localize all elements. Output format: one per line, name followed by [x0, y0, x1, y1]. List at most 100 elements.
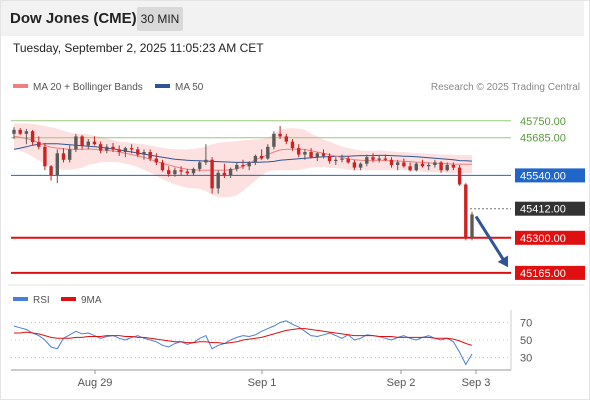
candle-body: [105, 146, 109, 151]
level-label-box: [515, 230, 585, 245]
candle-body: [445, 165, 449, 171]
legend-ma50-label: MA 50: [175, 82, 204, 93]
candle-body: [68, 149, 72, 160]
candle-body: [297, 148, 301, 155]
candle-body: [24, 131, 29, 134]
legend-ma50-swatch: [155, 84, 170, 88]
candle-body: [216, 172, 220, 189]
candle-body: [154, 158, 158, 163]
candle-body: [290, 141, 295, 149]
candle-body: [389, 159, 394, 165]
candle-body: [315, 153, 319, 158]
legend-ma20-swatch: [13, 84, 28, 88]
instrument-title: Dow Jones (CME): [10, 10, 137, 27]
candle-body: [198, 162, 202, 169]
candle-body: [427, 165, 431, 167]
candle-body: [49, 166, 53, 176]
x-tick-label: Aug 29: [78, 377, 113, 389]
level-label-box: [515, 168, 585, 183]
candle-body: [439, 162, 443, 171]
candle-body: [235, 165, 239, 169]
level-label-support: 45165.00: [520, 268, 566, 280]
candle-body: [358, 163, 363, 168]
candle-body: [111, 146, 115, 150]
candle-body: [346, 158, 350, 163]
candle-body: [420, 163, 425, 167]
level-label-resistance: 45750.00: [520, 116, 566, 128]
candle-body: [123, 148, 128, 152]
candle-body: [470, 214, 474, 238]
x-tick-label: Sep 3: [462, 377, 491, 389]
candle-body: [43, 146, 47, 167]
candle-body: [92, 141, 97, 145]
legend-rsi-swatch: [13, 297, 28, 301]
legend-rsi-label: RSI: [33, 295, 50, 306]
candle-body: [414, 163, 418, 171]
x-tick-label: Sep 1: [248, 377, 277, 389]
candle-body: [321, 153, 326, 156]
candle-body: [167, 170, 171, 175]
candle-body: [117, 149, 121, 152]
candle-body: [18, 129, 22, 134]
candle-body: [272, 133, 276, 147]
candle-body: [86, 141, 90, 146]
candle-body: [185, 171, 189, 174]
candle-body: [402, 162, 406, 167]
candle-body: [284, 136, 288, 142]
candle-body: [74, 136, 78, 150]
level-label-support: 45300.00: [520, 233, 566, 245]
candle-body: [327, 155, 332, 162]
legend-9ma-swatch: [61, 297, 76, 301]
candle-body: [247, 162, 251, 167]
candle-body: [365, 157, 369, 164]
candle-body: [148, 152, 152, 159]
rsi-line: [13, 320, 473, 366]
candle-body: [61, 153, 66, 160]
level-label-box: [515, 201, 585, 216]
candle-body: [396, 162, 400, 165]
level-label-box: [515, 265, 585, 280]
candle-body: [129, 148, 134, 150]
candle-body: [98, 144, 103, 151]
candle-body: [408, 166, 412, 171]
projection-arrow-head: [497, 255, 509, 268]
rsi-tick-label: 30: [520, 353, 532, 365]
credit-text: Research © 2025 Trading Central: [431, 82, 580, 93]
candle-body: [334, 159, 338, 162]
legend-9ma-label: 9MA: [81, 295, 102, 306]
legend-ma20-label: MA 20 + Bollinger Bands: [33, 82, 143, 93]
candle-body: [37, 142, 41, 147]
projection-arrow-shaft: [474, 215, 508, 265]
candle-body: [55, 153, 59, 176]
candle-body: [228, 168, 233, 176]
candle-body: [30, 131, 35, 143]
candle-body: [179, 170, 183, 172]
candle-body: [12, 129, 16, 134]
candle-body: [210, 159, 214, 189]
candle-body: [457, 167, 462, 185]
level-label-pivot: 45540.00: [520, 170, 566, 182]
level-label-resistance: 45685.00: [520, 133, 566, 145]
candle-body: [136, 149, 140, 155]
candle-body: [383, 158, 387, 160]
candle-body: [173, 170, 177, 175]
chart-header: [0, 0, 584, 36]
candle-body: [160, 162, 165, 171]
candle-body: [352, 162, 357, 168]
candle-body: [191, 168, 196, 174]
timestamp: Tuesday, September 2, 2025 11:05:23 AM C…: [13, 41, 264, 55]
rsi-9ma-line: [14, 328, 473, 346]
candle-body: [222, 172, 227, 176]
candle-body: [433, 162, 437, 165]
candle-body: [451, 165, 456, 168]
level-label-last: 45412.00: [520, 204, 566, 216]
candle-body: [204, 159, 208, 163]
interval-button[interactable]: 30 MIN: [137, 7, 183, 31]
candle-body: [241, 165, 245, 167]
candle-body: [142, 152, 146, 155]
x-tick-label: Sep 2: [387, 377, 416, 389]
candle-body: [80, 136, 84, 146]
candle-body: [464, 184, 468, 238]
candle-body: [309, 152, 313, 158]
